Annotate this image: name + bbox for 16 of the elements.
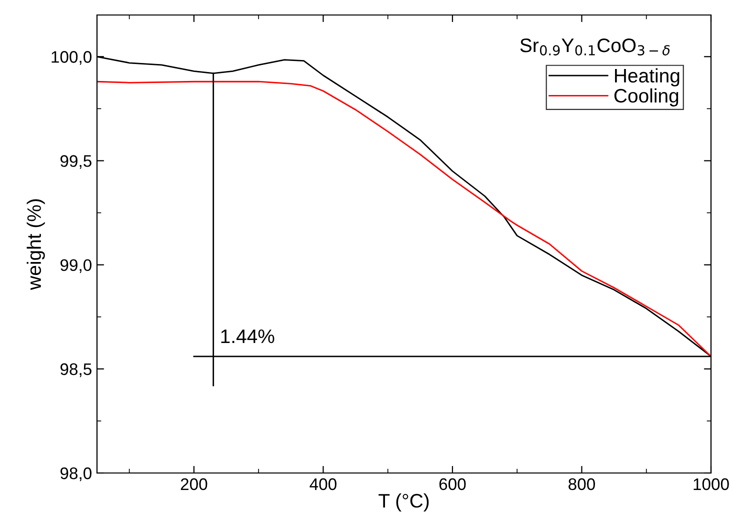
x-tick-label: 200 bbox=[180, 478, 208, 490]
y-tick-label: 98,5 bbox=[60, 363, 92, 378]
y-tick-label: 99,0 bbox=[60, 259, 92, 273]
y-tick-label: 99,5 bbox=[60, 155, 92, 169]
x-tick-label: 1000 bbox=[694, 478, 729, 490]
legend-label: Cooling bbox=[614, 88, 678, 106]
annotation: 1.44% bbox=[221, 330, 274, 344]
text: Sr$_{0.9}$Y$_{0.1}$CoO$_{3−δ}$ bbox=[520, 38, 670, 56]
y-axis-title: weight (%) bbox=[26, 199, 45, 290]
x-axis-title: T (°C) bbox=[378, 493, 429, 512]
y-tick-label: 98,0 bbox=[60, 467, 92, 482]
x-tick-label: 600 bbox=[439, 478, 466, 490]
x-tick-label: 800 bbox=[568, 478, 595, 490]
legend-label: Heating bbox=[615, 68, 680, 86]
y-tick-label: 100,0 bbox=[52, 51, 92, 65]
x-tick-label: 400 bbox=[310, 478, 336, 490]
